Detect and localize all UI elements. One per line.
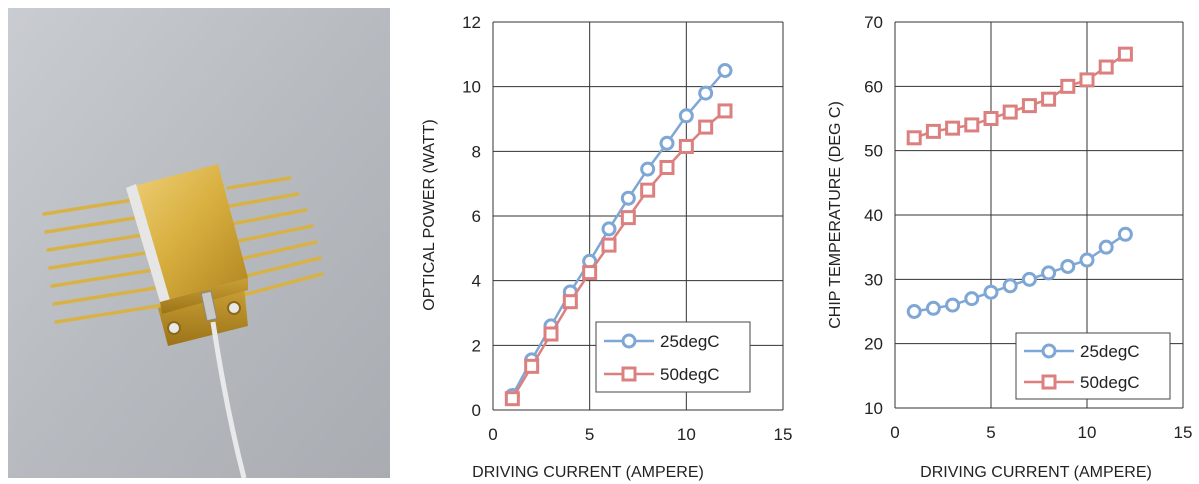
y-axis-title: OPTICAL POWER (WATT) — [421, 119, 438, 310]
y-tick-label: 4 — [472, 272, 481, 291]
optical-power-chart: 0 2 4 6 8 10 12 0 5 10 15 DRIVING CURRENT (AMPERE… — [421, 13, 792, 481]
data-point-50degC — [1060, 78, 1076, 94]
data-point-25degC — [1041, 265, 1057, 281]
data-point-50degC — [504, 391, 520, 407]
data-point-25degC — [983, 284, 999, 300]
series-layer — [504, 63, 733, 407]
x-axis-title: DRIVING CURRENT (AMPERE) — [920, 464, 1152, 481]
legend-marker-25degC — [621, 333, 637, 349]
x-ticks: 0 5 10 15 — [488, 425, 792, 444]
x-tick-label: 10 — [1078, 423, 1097, 442]
data-point-25degC — [698, 85, 714, 101]
data-point-25degC — [659, 135, 675, 151]
y-tick-label: 2 — [472, 336, 481, 355]
y-tick-label: 12 — [462, 13, 481, 32]
legend-label-50degC: 50degC — [660, 365, 720, 384]
data-point-50degC — [582, 265, 598, 281]
data-point-50degC — [906, 130, 922, 146]
data-point-25degC — [640, 161, 656, 177]
data-point-50degC — [678, 138, 694, 154]
y-tick-label: 10 — [462, 78, 481, 97]
legend: 25degC 50degC — [1015, 332, 1171, 400]
data-point-50degC — [1021, 98, 1037, 114]
data-point-50degC — [640, 182, 656, 198]
data-point-50degC — [524, 358, 540, 374]
y-tick-label: 8 — [472, 142, 481, 161]
data-point-50degC — [925, 123, 941, 139]
x-tick-label: 15 — [774, 425, 793, 444]
data-point-50degC — [1098, 59, 1114, 75]
y-tick-label: 40 — [864, 206, 883, 225]
x-tick-label: 0 — [890, 423, 899, 442]
legend: 25degC 50degC — [595, 321, 751, 393]
data-point-50degC — [1041, 91, 1057, 107]
y-tick-label: 70 — [864, 13, 883, 32]
data-point-25degC — [925, 300, 941, 316]
data-point-50degC — [1117, 46, 1133, 62]
legend-marker-25degC — [1041, 343, 1057, 359]
data-point-50degC — [562, 294, 578, 310]
data-point-25degC — [1079, 252, 1095, 268]
data-point-25degC — [717, 63, 733, 78]
data-point-50degC — [964, 117, 980, 133]
legend-label-25degC: 25degC — [660, 332, 720, 351]
series-line-25degC — [913, 233, 1127, 313]
y-tick-label: 10 — [864, 399, 883, 418]
data-point-50degC — [717, 103, 733, 119]
y-tick-label: 0 — [472, 401, 481, 420]
data-point-25degC — [945, 297, 961, 313]
y-tick-label: 30 — [864, 270, 883, 289]
y-tick-label: 60 — [864, 77, 883, 96]
legend-marker-50degC — [621, 366, 637, 382]
data-point-25degC — [1002, 278, 1018, 294]
legend-label-50degC: 50degC — [1080, 373, 1140, 392]
y-ticks: 10 20 30 40 50 60 70 — [864, 13, 883, 418]
data-point-25degC — [678, 108, 694, 124]
data-point-25degC — [1060, 258, 1076, 274]
x-tick-label: 10 — [677, 425, 696, 444]
x-tick-label: 5 — [986, 423, 995, 442]
x-axis-title: DRIVING CURRENT (AMPERE) — [472, 464, 704, 481]
x-tick-label: 15 — [1174, 423, 1193, 442]
data-point-50degC — [945, 120, 961, 136]
legend-label-25degC: 25degC — [1080, 342, 1140, 361]
data-point-25degC — [964, 291, 980, 307]
data-point-25degC — [1117, 226, 1133, 242]
series-layer — [906, 46, 1133, 319]
y-tick-label: 6 — [472, 207, 481, 226]
data-point-50degC — [1002, 104, 1018, 120]
x-ticks: 0 5 10 15 — [890, 423, 1192, 442]
data-point-50degC — [543, 326, 559, 342]
data-point-25degC — [601, 221, 617, 237]
data-point-50degC — [698, 119, 714, 135]
y-axis-title: CHIP TEMPERATURE (DEG C) — [827, 101, 844, 329]
data-point-25degC — [906, 304, 922, 319]
y-tick-label: 50 — [864, 142, 883, 161]
data-point-25degC — [1021, 271, 1037, 287]
data-point-25degC — [620, 190, 636, 206]
grid — [894, 21, 1184, 409]
legend-marker-50degC — [1041, 374, 1057, 390]
y-ticks: 0 2 4 6 8 10 12 — [462, 13, 481, 420]
x-tick-label: 0 — [488, 425, 497, 444]
chip-temperature-chart: 10 20 30 40 50 60 70 0 5 10 15 DRIVING CURRENT (A… — [827, 13, 1192, 481]
data-point-50degC — [620, 210, 636, 226]
x-tick-label: 5 — [585, 425, 594, 444]
data-point-50degC — [1079, 72, 1095, 88]
y-tick-label: 20 — [864, 335, 883, 354]
data-point-50degC — [659, 160, 675, 175]
data-point-50degC — [601, 237, 617, 253]
data-point-25degC — [1098, 239, 1114, 255]
data-point-50degC — [983, 111, 999, 126]
laser-module-photo — [8, 8, 390, 478]
